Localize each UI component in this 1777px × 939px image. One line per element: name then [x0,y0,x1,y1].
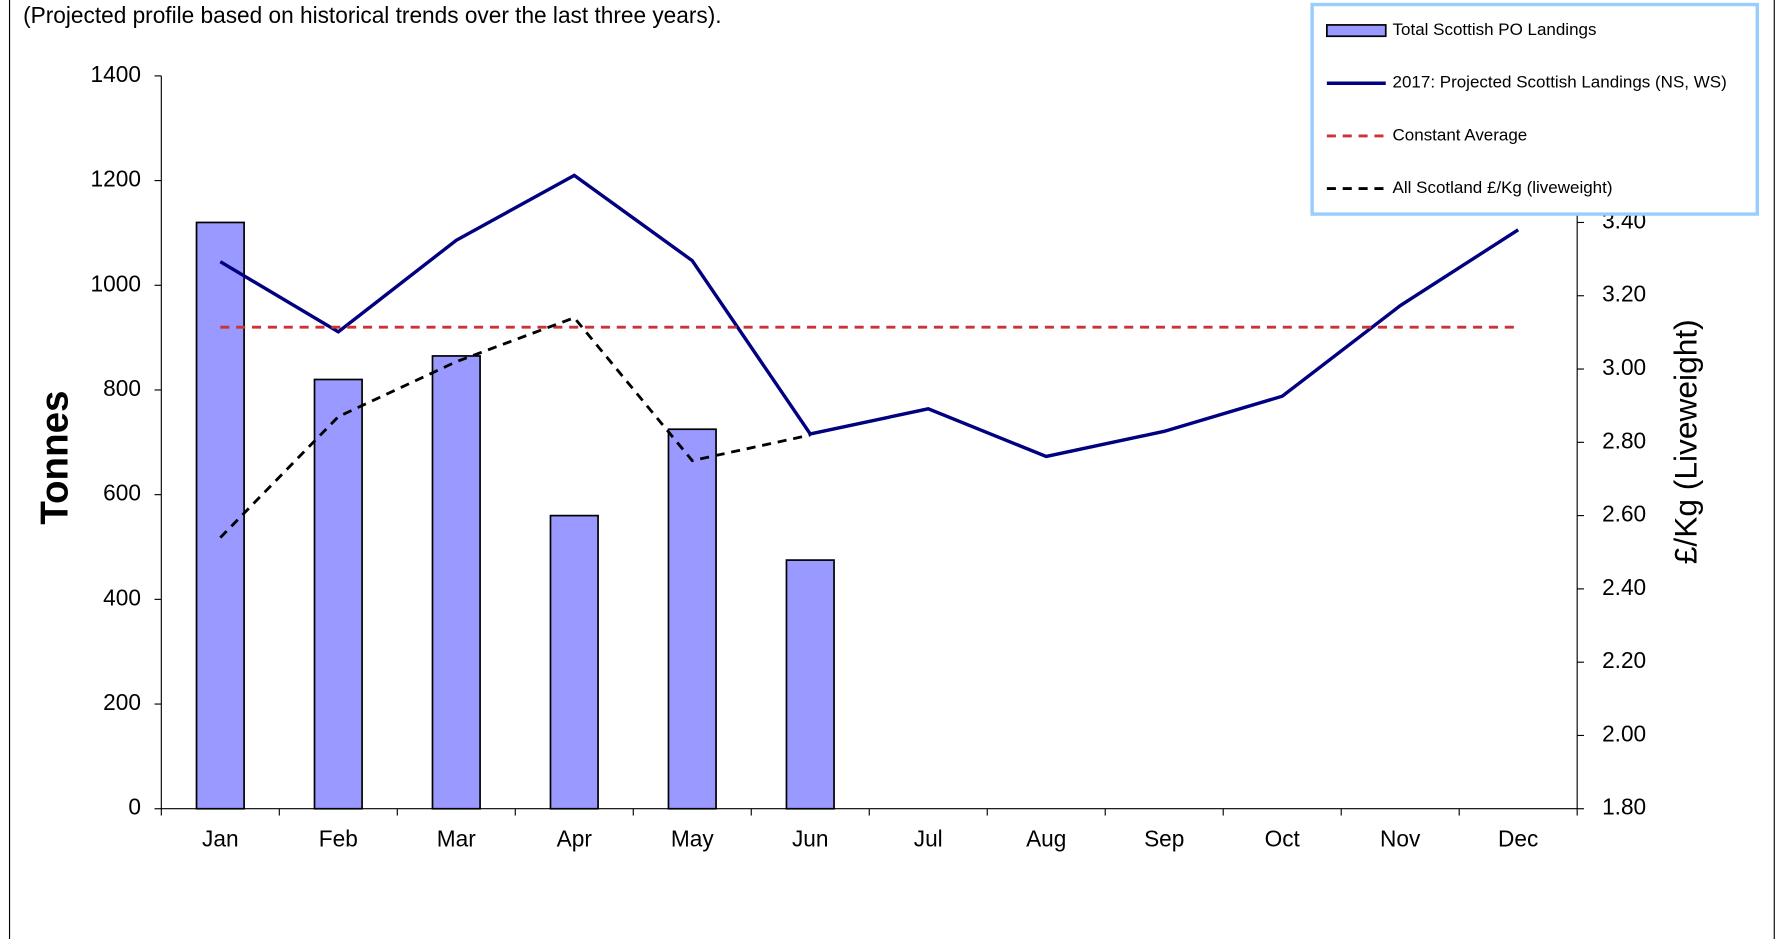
y2-tick-label: 2.40 [1602,574,1646,600]
legend: Total Scottish PO Landings 2017: Projecte… [1310,2,1759,216]
bar [549,514,599,810]
subtitle: (Projected profile based on historical t… [23,2,721,28]
bar [313,378,363,810]
x-tick-label: Aug [1026,825,1066,851]
legend-swatch [1326,24,1387,38]
legend-box [1310,2,1759,216]
y2-tick-label: 2.60 [1602,501,1646,527]
y-tick-label: 1400 [91,61,141,87]
y-tick-label: 0 [128,794,141,820]
legend-label: 2017: Projected Scottish Landings (NS, W… [1393,73,1727,92]
y2-tick-label: 1.80 [1602,794,1646,820]
y2-tick-label: 2.80 [1602,427,1646,453]
line [219,316,811,539]
x-tick-label: Apr [557,825,593,851]
y-tick-label: 400 [103,584,141,610]
legend-label: Total Scottish PO Landings [1393,20,1597,39]
x-tick-label: Jan [202,825,239,851]
x-tick-label: Jun [792,825,829,851]
legend-label: All Scotland £/Kg (liveweight) [1393,178,1613,197]
y-tick-label: 200 [103,689,141,715]
y-tick-label: 800 [103,375,141,401]
x-tick-label: Feb [319,825,358,851]
bar [785,559,835,810]
line [219,173,1520,459]
y-tick-label: 1000 [91,270,141,296]
y-axis-title: Tonnes [33,391,76,525]
legend-label: Constant Average [1393,125,1528,144]
x-tick-label: May [671,825,714,851]
x-tick-label: Sep [1144,825,1184,851]
y2-tick-label: 3.20 [1602,281,1646,307]
y-tick-label: 600 [103,480,141,506]
y2-tick-label: 2.00 [1602,720,1646,746]
y2-tick-label: 3.00 [1602,354,1646,380]
frame [8,0,1775,939]
x-tick-label: Dec [1498,825,1538,851]
y2-axis-title: £/Kg (Liveweight) [1668,319,1704,564]
bar [431,355,481,810]
bar [667,428,717,810]
bar [195,221,245,810]
y2-tick-label: 2.20 [1602,647,1646,673]
x-tick-label: Jul [914,825,943,851]
y-tick-label: 1200 [91,166,141,192]
x-tick-label: Oct [1265,825,1301,851]
x-tick-label: Mar [437,825,476,851]
x-tick-label: Nov [1380,825,1421,851]
